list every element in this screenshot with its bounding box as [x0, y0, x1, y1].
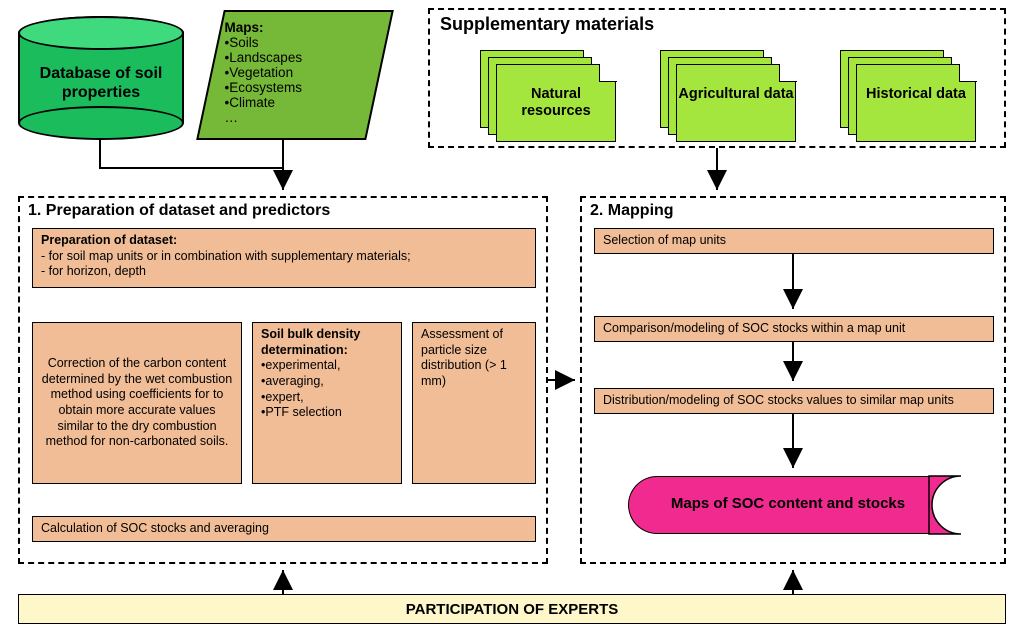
doc-natural: Natural resources [480, 50, 620, 142]
database-label: Database of soil properties [18, 64, 184, 102]
doc-hist: Historical data [840, 50, 980, 142]
maps-item-2: •Vegetation [225, 65, 294, 80]
pink-label: Maps of SOC content and stocks [628, 495, 948, 512]
doc-agri-label: Agricultural data [676, 86, 796, 103]
maps-item-1: •Landscapes [225, 50, 303, 65]
supplementary-title: Supplementary materials [440, 14, 654, 35]
section2-box: 2. Mapping Selection of map units Compar… [580, 196, 1006, 564]
section1-title: 1. Preparation of dataset and predictors [28, 202, 330, 220]
doc-agri: Agricultural data [660, 50, 800, 142]
pink-output: Maps of SOC content and stocks [628, 476, 960, 534]
participation-label: PARTICIPATION OF EXPERTS [406, 601, 619, 618]
box-calc: Calculation of SOC stocks and averaging [32, 516, 536, 542]
box-bulk: Soil bulk density determination: •experi… [252, 322, 402, 484]
maps-parallelogram: Maps: •Soils •Landscapes •Vegetation •Ec… [196, 10, 394, 140]
maps-title: Maps: [225, 20, 264, 35]
box-bulk-title: Soil bulk density determination: [261, 327, 360, 357]
box-prep-title: Preparation of dataset: [41, 233, 177, 247]
box-carbon: Correction of the carbon content determi… [32, 322, 242, 484]
box-prep-l2: - for horizon, depth [41, 264, 146, 278]
section2-title: 2. Mapping [590, 202, 674, 220]
box-particle: Assessment of particle size distribution… [412, 322, 536, 484]
box-bulk-2: expert, [265, 390, 303, 404]
box-compare: Comparison/modeling of SOC stocks within… [594, 316, 994, 342]
database-cylinder: Database of soil properties [18, 16, 184, 136]
doc-hist-label: Historical data [856, 86, 976, 103]
box-prep-l1: - for soil map units or in combination w… [41, 249, 411, 263]
doc-natural-label: Natural resources [496, 86, 616, 119]
box-bulk-0: experimental, [265, 358, 340, 372]
box-dist: Distribution/modeling of SOC stocks valu… [594, 388, 994, 414]
box-bulk-3: PTF selection [265, 405, 341, 419]
maps-item-3: •Ecosystems [225, 80, 303, 95]
participation-bar: PARTICIPATION OF EXPERTS [18, 594, 1006, 624]
section1-box: 1. Preparation of dataset and predictors… [18, 196, 548, 564]
box-select: Selection of map units [594, 228, 994, 254]
maps-item-5: … [225, 110, 239, 125]
box-bulk-1: averaging, [265, 374, 323, 388]
supplementary-box: Supplementary materials Natural resource… [428, 8, 1006, 148]
maps-item-4: •Climate [225, 95, 276, 110]
box-prep: Preparation of dataset: - for soil map u… [32, 228, 536, 288]
maps-item-0: •Soils [225, 35, 259, 50]
